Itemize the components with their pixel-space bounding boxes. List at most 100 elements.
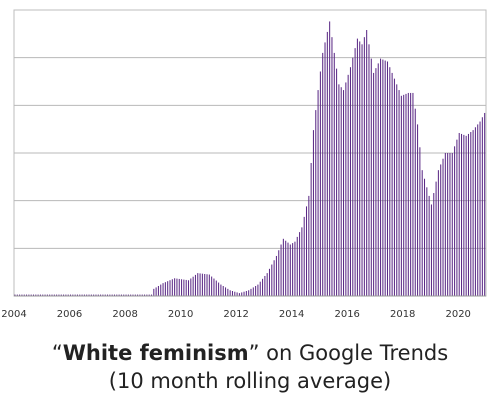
bar [234, 291, 236, 296]
bar [458, 132, 460, 296]
bar [109, 294, 111, 296]
bar [183, 279, 185, 296]
bar [447, 153, 449, 296]
bar [345, 82, 347, 296]
bar [130, 294, 132, 296]
bar [319, 71, 321, 297]
bar [280, 244, 282, 296]
bar [79, 294, 81, 296]
bar [262, 278, 264, 296]
bar [465, 135, 467, 296]
bar [278, 250, 280, 296]
bar [419, 147, 421, 296]
bar [384, 60, 386, 296]
bar [83, 294, 85, 296]
bar [243, 291, 245, 296]
bar [389, 67, 391, 296]
caption-term: White feminism [62, 341, 249, 365]
bar [238, 293, 240, 296]
x-tick-labels: 2004 2006 2008 2010 2012 2014 2016 2018 2020 [1, 309, 471, 320]
bar [259, 281, 261, 296]
bar [187, 280, 190, 296]
bar [423, 178, 426, 296]
bar [303, 216, 305, 296]
bar [252, 287, 254, 296]
bar [167, 281, 169, 296]
bar [349, 67, 351, 296]
bar [410, 92, 412, 296]
bar [58, 294, 60, 296]
bar [32, 294, 35, 296]
bar [197, 273, 199, 296]
bar [398, 90, 400, 296]
bar [338, 84, 340, 296]
bar [236, 292, 238, 296]
bar [35, 294, 37, 296]
bar [474, 127, 476, 296]
bar [356, 38, 358, 296]
bar [153, 288, 155, 296]
gridlines [14, 57, 486, 249]
bar [171, 279, 173, 296]
bar [44, 294, 46, 296]
bar [377, 63, 379, 296]
bar [86, 294, 88, 296]
bar [294, 241, 296, 296]
bar [213, 278, 215, 296]
bar [336, 68, 338, 296]
bar [343, 90, 345, 296]
bar [340, 87, 342, 296]
bar [164, 282, 166, 296]
bar [326, 31, 328, 297]
bar [257, 284, 259, 296]
bar [472, 130, 474, 296]
bar [255, 285, 257, 296]
bar [181, 279, 183, 296]
bar [347, 74, 349, 296]
bar [160, 284, 162, 296]
bar [400, 95, 402, 296]
x-tick-label: 2018 [390, 309, 415, 320]
bar [220, 284, 222, 296]
bar [386, 61, 389, 297]
bar [39, 294, 41, 296]
bar [192, 276, 194, 296]
bar [185, 279, 187, 296]
bar [414, 108, 416, 296]
x-tick-label: 2012 [223, 309, 248, 320]
bar [111, 294, 113, 296]
bar [461, 133, 463, 296]
bar [204, 273, 206, 296]
bar [132, 294, 134, 296]
bar [451, 153, 453, 296]
bar [442, 158, 444, 296]
bar [354, 48, 356, 296]
bar [396, 84, 398, 296]
bar [162, 283, 164, 296]
bar [268, 268, 271, 296]
bar [310, 163, 312, 296]
bar [428, 195, 430, 296]
bar [26, 294, 28, 296]
bar [176, 278, 178, 296]
x-tick-label: 2004 [1, 309, 26, 320]
bar [292, 243, 294, 296]
bar [266, 273, 268, 296]
bar [315, 110, 317, 296]
bar [174, 278, 176, 296]
bar [141, 294, 143, 296]
bar [144, 294, 146, 296]
bar [157, 285, 159, 296]
bar [405, 93, 407, 296]
bar [30, 294, 32, 296]
bar [169, 280, 171, 296]
bar [72, 294, 74, 296]
bar [14, 294, 16, 296]
bar [231, 291, 233, 296]
x-tick-label: 2010 [168, 309, 193, 320]
bar [49, 294, 51, 296]
bar [273, 260, 275, 296]
bar [426, 187, 428, 296]
bar [67, 294, 69, 296]
bar [113, 294, 115, 296]
